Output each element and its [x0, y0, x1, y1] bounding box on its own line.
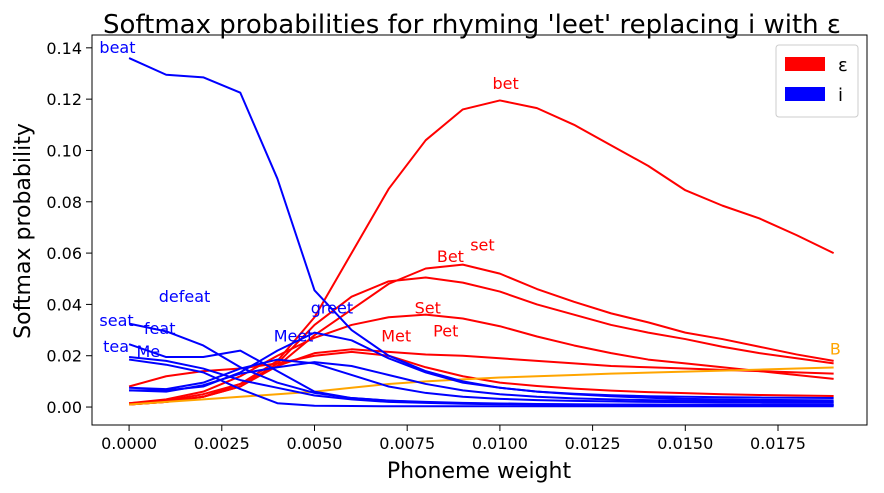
x-tick-label: 0.0075 [379, 434, 435, 453]
x-tick-label: 0.0125 [565, 434, 621, 453]
series-layer [128, 57, 835, 408]
series-label-pet: Pet [433, 321, 458, 340]
series-line-tea [128, 358, 834, 408]
y-tick-label: 0.06 [46, 244, 82, 263]
series-label-met: Met [381, 327, 411, 346]
series-label-bet: bet [492, 74, 518, 93]
x-tick-label: 0.0000 [101, 434, 157, 453]
series-line-meet [129, 361, 834, 403]
series-line-b [129, 366, 834, 406]
y-tick-label: 0.14 [46, 39, 82, 58]
legend-label: ɛ [838, 55, 848, 76]
series-label-b: B [830, 339, 841, 358]
y-tick-label: 0.12 [46, 90, 82, 109]
series-label-feat: feat [144, 319, 176, 338]
y-axis-ticks: 0.00 0.02 0.04 0.06 0.08 0.10 0.12 0.14 [46, 39, 92, 417]
series-label-bet: Bet [437, 247, 464, 266]
x-axis-ticks: 0.0000 0.0025 0.0050 0.0075 0.0100 0.0125 0.01… [101, 425, 806, 453]
y-tick-label: 0.00 [46, 398, 82, 417]
series-label-me: Me [137, 342, 161, 361]
series-line-bet [129, 276, 834, 406]
y-tick-label: 0.04 [46, 295, 82, 314]
series-label-seat: seat [99, 311, 133, 330]
series-label-beat: beat [99, 38, 135, 57]
series-label-tea: tea [103, 337, 129, 356]
x-tick-label: 0.0100 [472, 434, 528, 453]
legend-swatch [785, 87, 825, 101]
legend: ɛi [775, 44, 859, 118]
series-line-greet [129, 331, 834, 400]
legend-swatch [785, 57, 825, 71]
series-label-greet: greet [311, 298, 353, 317]
x-axis-title: Phoneme weight [387, 459, 572, 484]
x-tick-label: 0.0025 [194, 434, 250, 453]
series-label-set: set [470, 236, 494, 255]
series-label-meet: Meet [274, 327, 314, 346]
y-tick-label: 0.08 [46, 193, 82, 212]
y-tick-label: 0.02 [46, 347, 82, 366]
legend-label: i [838, 85, 843, 106]
series-line-me [129, 358, 834, 404]
x-tick-label: 0.0150 [657, 434, 713, 453]
legend-entries: ɛi [785, 55, 848, 106]
y-axis-title: Softmax probability [11, 123, 36, 339]
y-tick-label: 0.10 [46, 141, 82, 160]
series-line-feat [128, 356, 834, 406]
x-tick-label: 0.0050 [286, 434, 342, 453]
series-label-defeat: defeat [159, 287, 211, 306]
x-tick-label: 0.0175 [750, 434, 806, 453]
series-label-set: Set [415, 298, 441, 317]
plot-area-frame [91, 34, 868, 426]
